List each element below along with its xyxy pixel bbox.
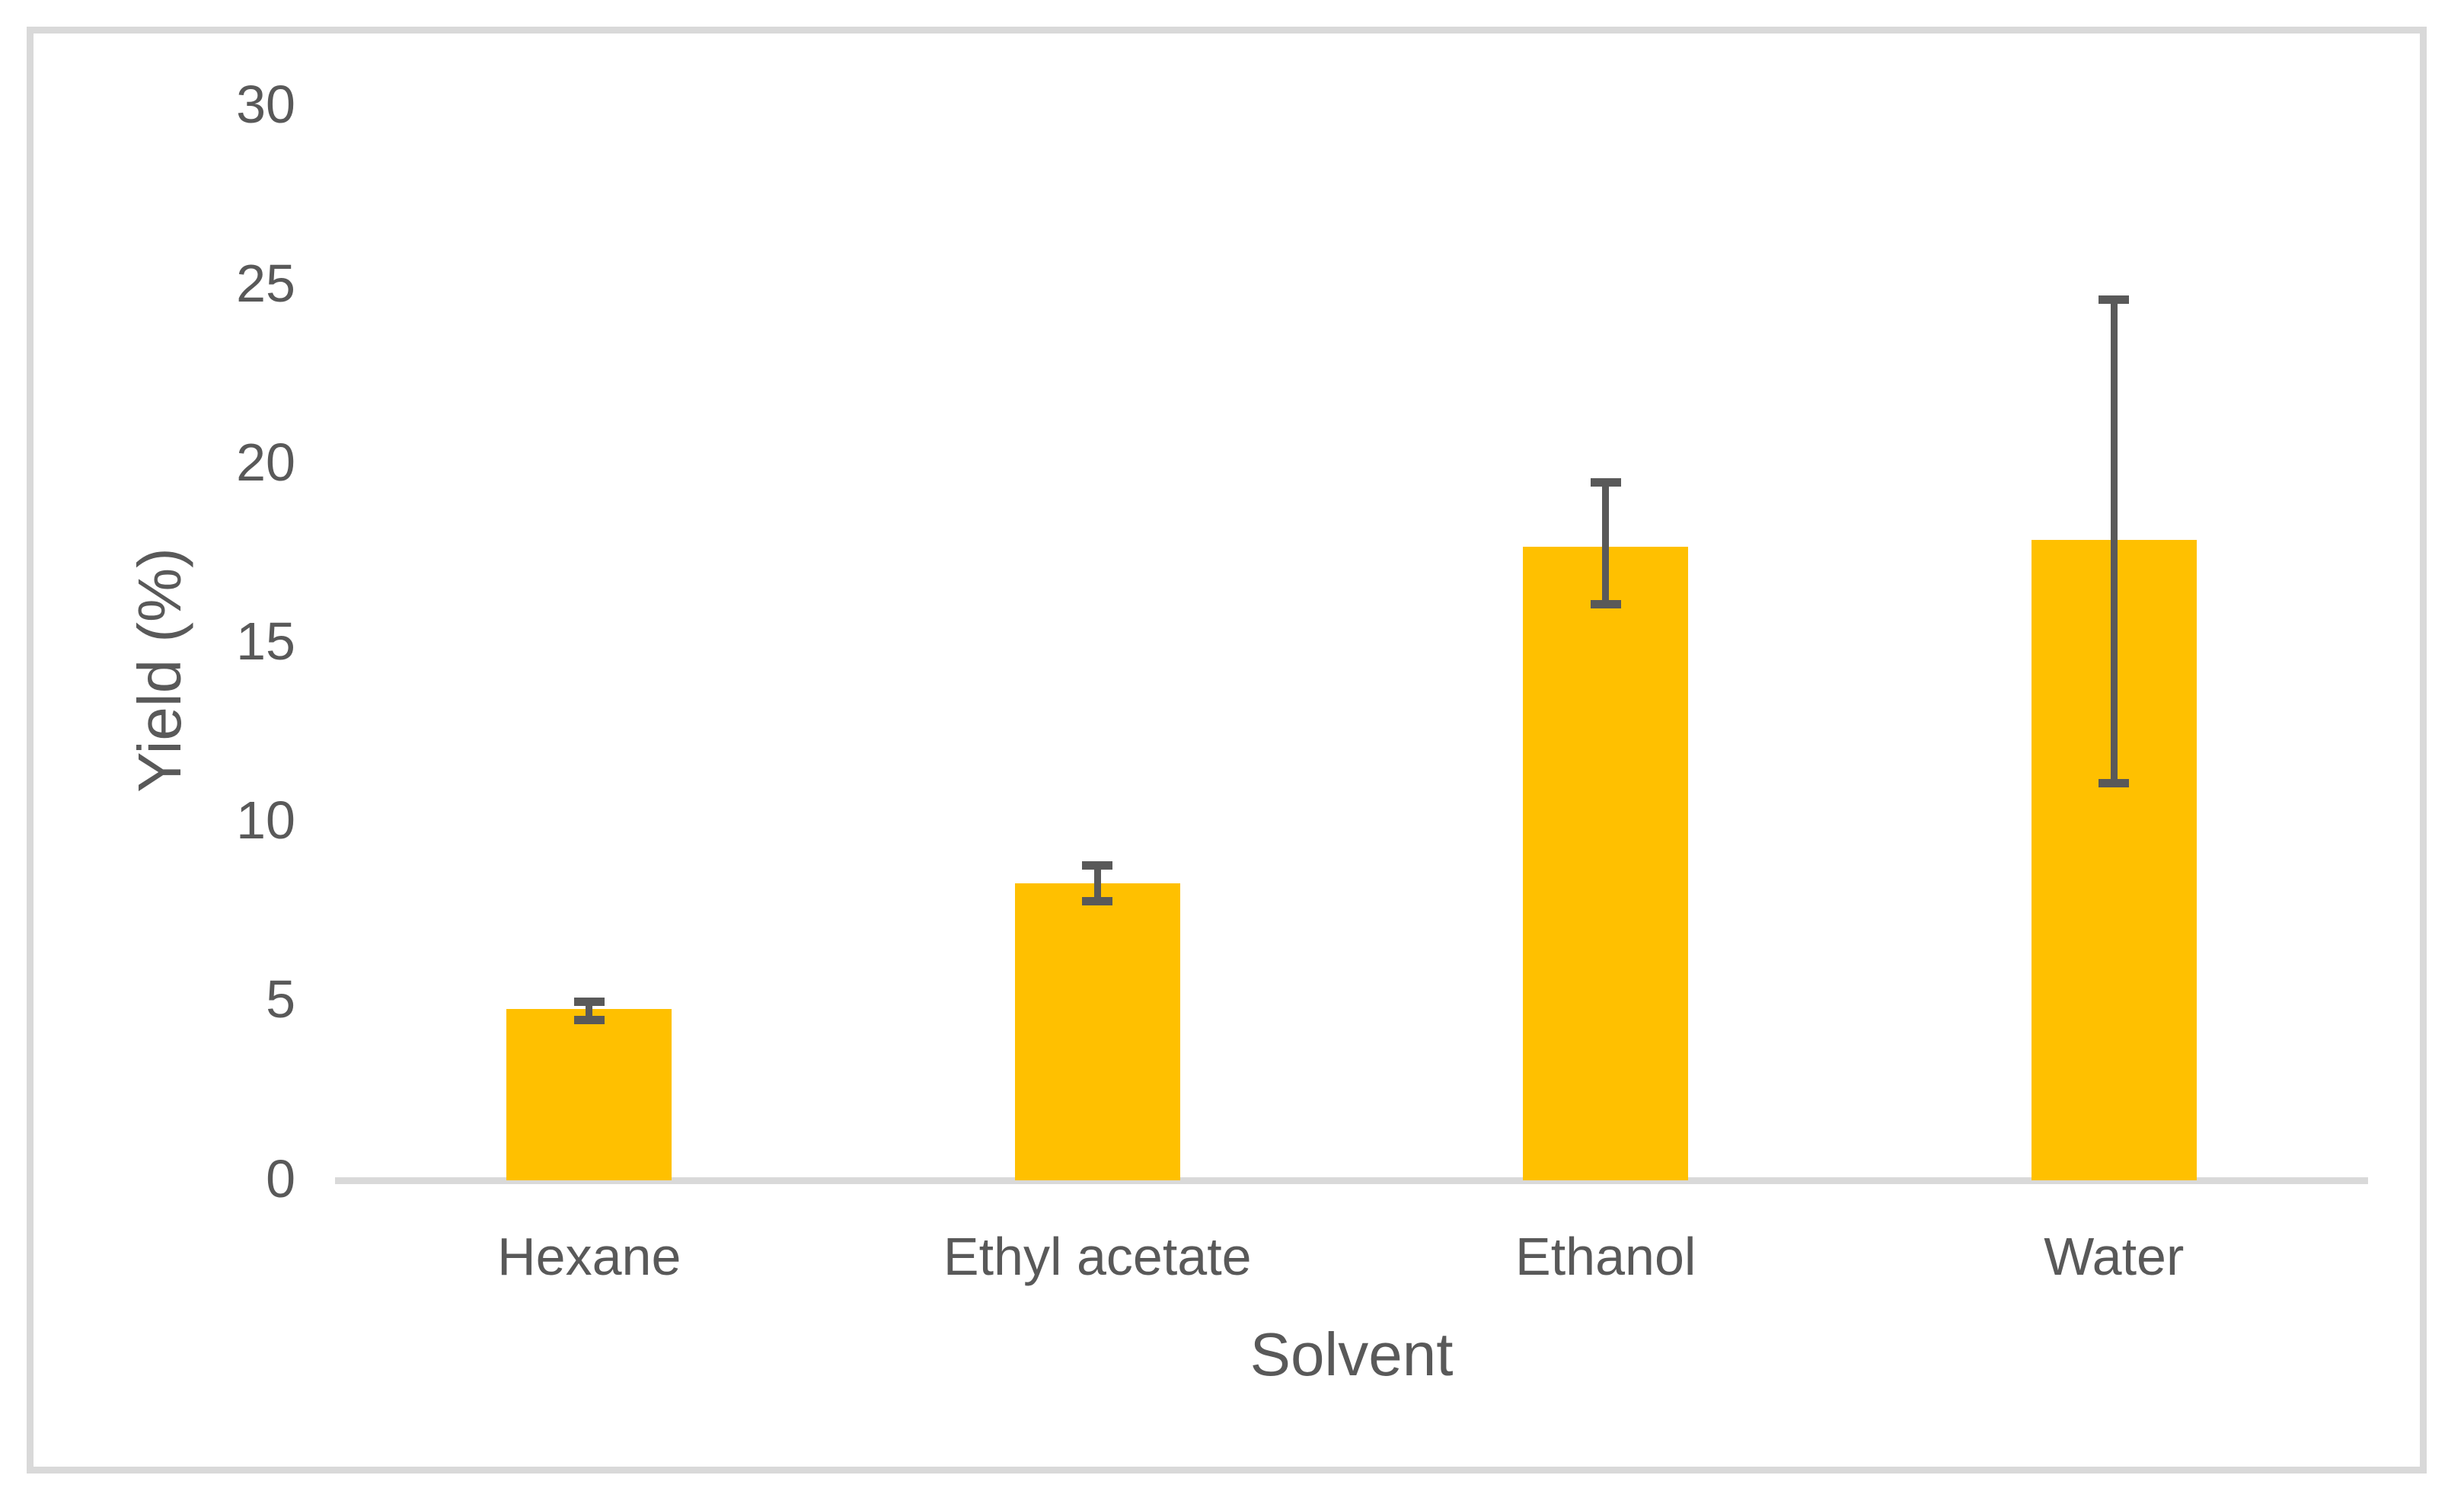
error-bar-stem-water (2110, 299, 2118, 784)
y-tick-label-0: 0 (266, 1148, 295, 1208)
y-tick-label-10: 10 (236, 790, 295, 850)
error-bar-cap-bottom-ethyl-acetate (1082, 897, 1113, 906)
error-bar-stem-ethanol (1602, 482, 1610, 605)
bar-ethyl-acetate (1014, 883, 1180, 1180)
error-bar-stem-hexane (586, 1001, 593, 1020)
y-tick-label-25: 25 (236, 253, 295, 313)
x-axis-line (335, 1177, 2368, 1184)
error-bar-cap-top-ethanol (1590, 478, 1621, 487)
error-bar-cap-top-ethyl-acetate (1082, 861, 1113, 870)
y-tick-label-30: 30 (236, 74, 295, 134)
x-category-label-ethyl-acetate: Ethyl acetate (943, 1227, 1252, 1286)
x-category-label-water: Water (2044, 1227, 2185, 1286)
y-tick-label-20: 20 (236, 432, 295, 492)
bar-hexane (506, 1008, 672, 1180)
error-bar-cap-top-hexane (573, 998, 605, 1007)
y-tick-label-5: 5 (266, 969, 295, 1030)
error-bar-cap-bottom-water (2099, 779, 2130, 788)
error-bar-cap-bottom-ethanol (1590, 599, 1621, 608)
chart-frame (27, 27, 2427, 1473)
x-category-label-hexane: Hexane (497, 1227, 681, 1286)
y-tick-label-15: 15 (236, 611, 295, 671)
bar-ethanol (1523, 547, 1689, 1180)
error-bar-stem-ethyl-acetate (1093, 865, 1101, 902)
x-axis-title: Solvent (1250, 1320, 1454, 1388)
error-bar-cap-bottom-hexane (573, 1015, 605, 1024)
error-bar-cap-top-water (2099, 295, 2130, 305)
x-category-label-ethanol: Ethanol (1515, 1227, 1696, 1286)
